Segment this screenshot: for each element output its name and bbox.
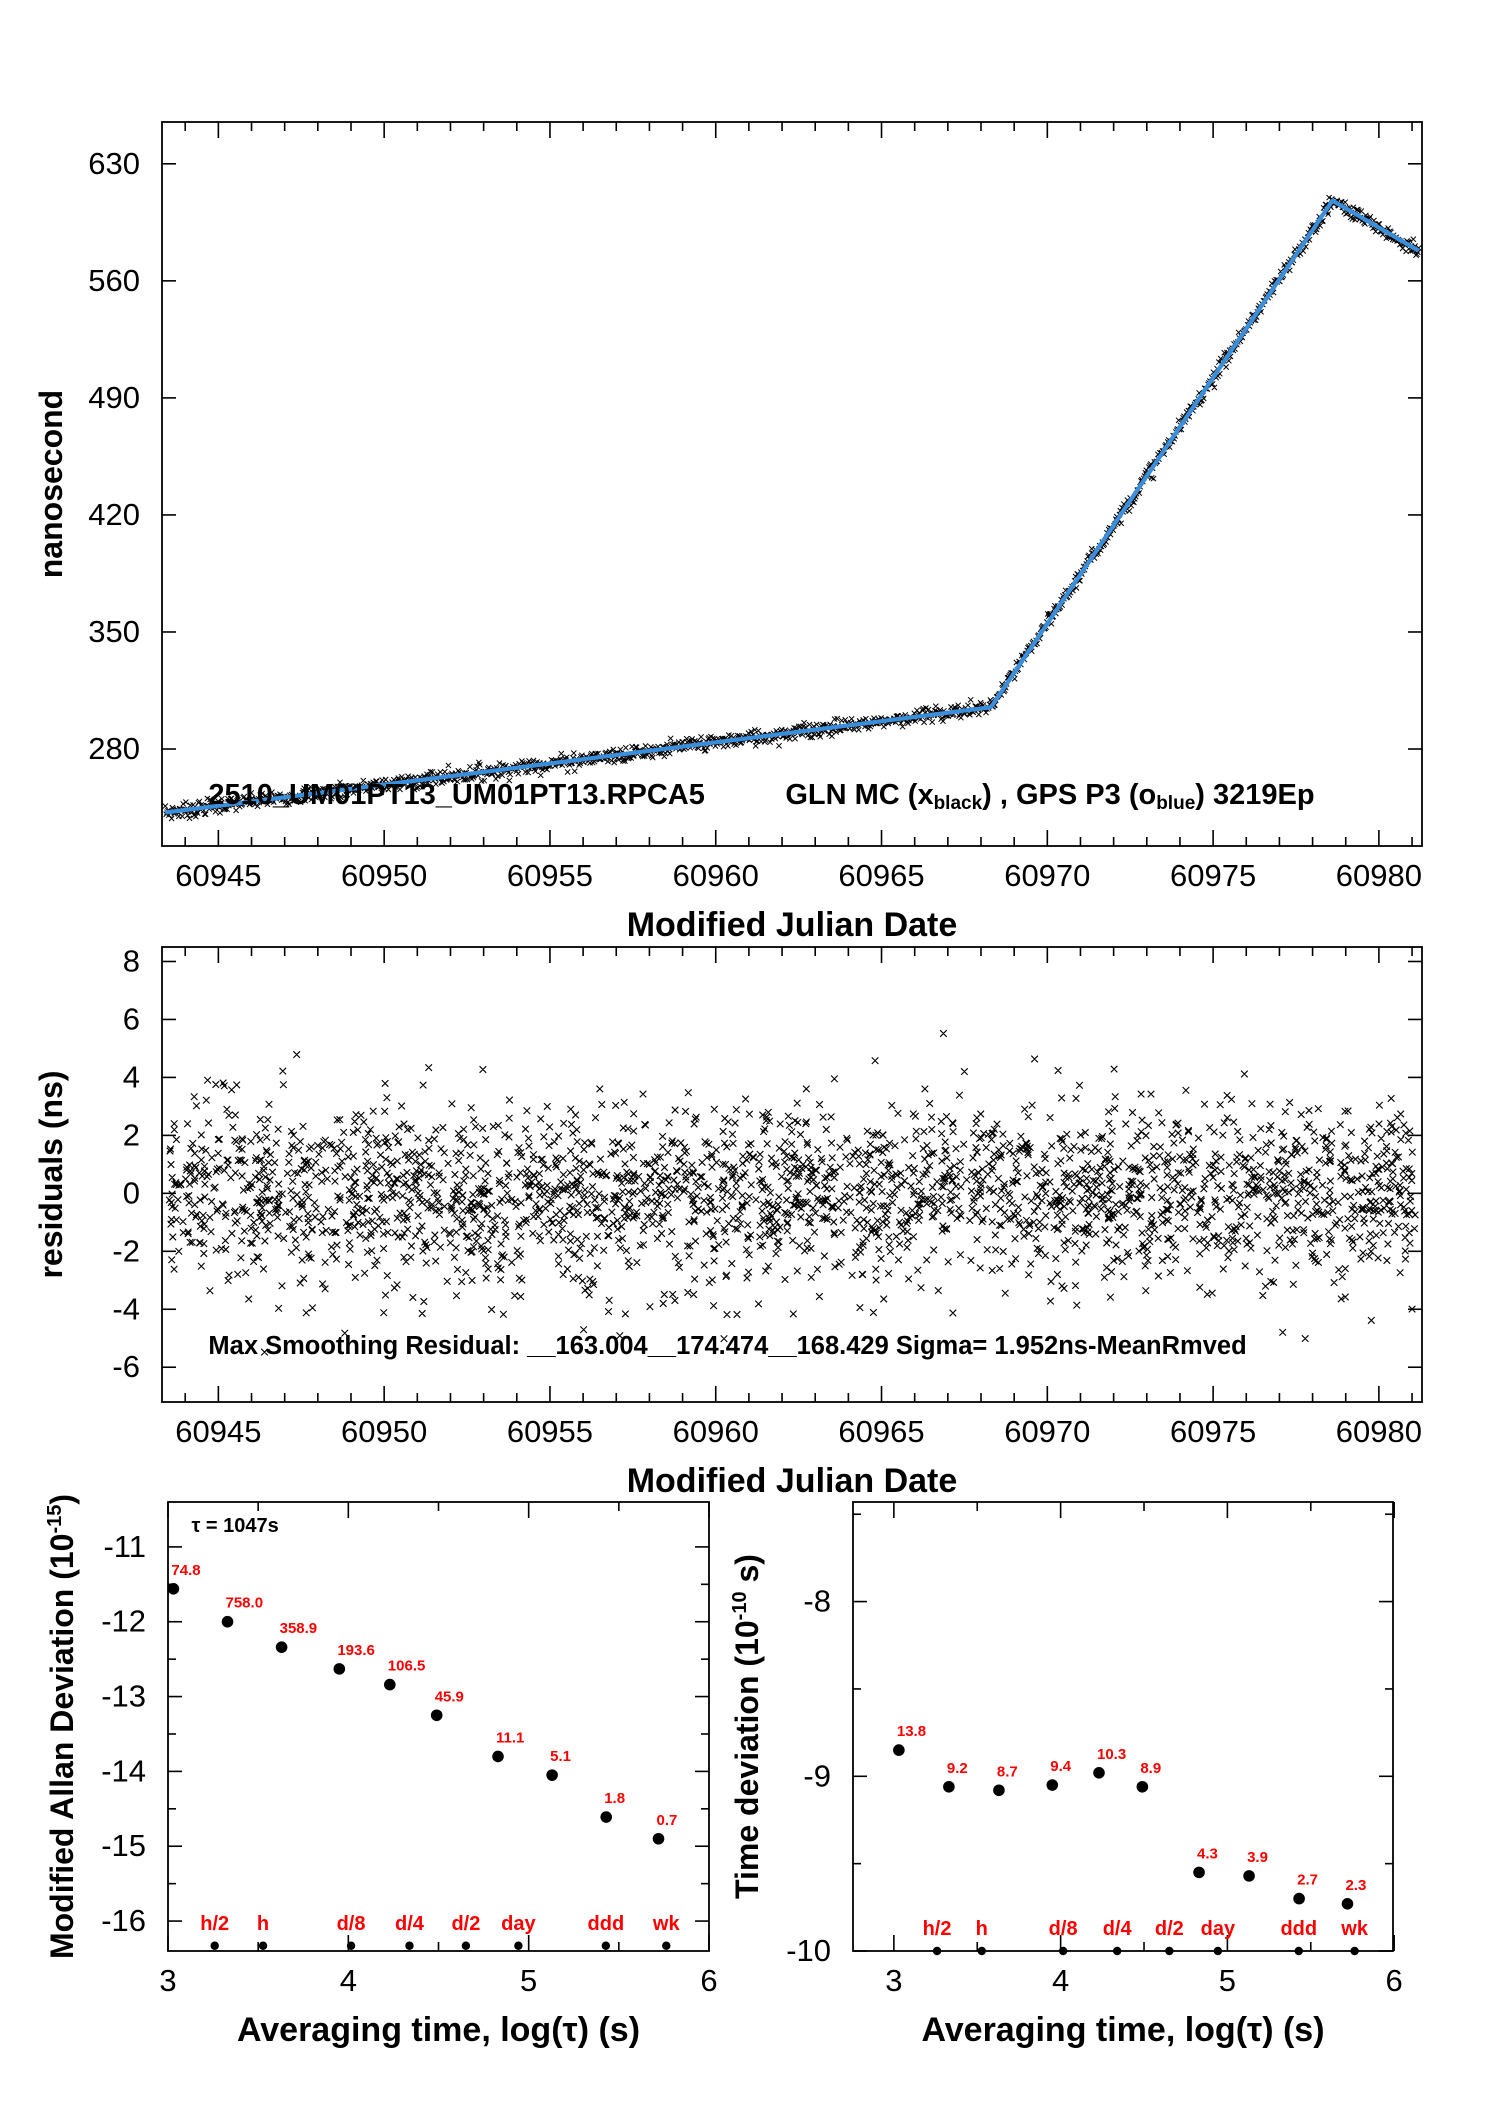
svg-text:60960: 60960 [673,1414,759,1449]
svg-text:-11: -11 [103,1529,146,1564]
svg-text:5.1: 5.1 [550,1748,571,1765]
svg-text:-8: -8 [803,1584,831,1619]
svg-text:8.9: 8.9 [1140,1760,1161,1777]
svg-text:45.9: 45.9 [435,1688,464,1705]
svg-text:4: 4 [123,1059,140,1094]
svg-text:GLN MC (xblack) , GPS P3 (obl: GLN MC (xblack) , GPS P3 (oblue) 3219Ep [785,779,1314,814]
svg-text:3.9: 3.9 [1247,1849,1268,1866]
svg-text:Modified Julian Date: Modified Julian Date [627,906,958,944]
svg-text:60975: 60975 [1170,1414,1256,1449]
svg-text:60945: 60945 [175,1414,261,1449]
svg-text:h/2: h/2 [200,1913,229,1935]
svg-text:9.2: 9.2 [947,1760,968,1777]
svg-text:h: h [976,1918,988,1940]
svg-text:d/2: d/2 [1155,1918,1184,1940]
svg-text:60950: 60950 [341,858,427,893]
svg-text:420: 420 [88,497,140,532]
svg-text:Modified Julian Date: Modified Julian Date [627,1462,958,1500]
svg-text:Max Smoothing Residual: __163: Max Smoothing Residual: __163.004__174.4… [208,1332,1246,1360]
svg-text:-2: -2 [112,1233,140,1268]
svg-text:758.0: 758.0 [226,1595,264,1612]
svg-text:3: 3 [159,1963,176,1998]
svg-text:Modified Allan Deviation (10-1: Modified Allan Deviation (10-15) [44,1494,80,1959]
svg-text:2.3: 2.3 [1345,1877,1366,1894]
svg-text:60950: 60950 [341,1414,427,1449]
svg-text:60960: 60960 [673,858,759,893]
svg-text:60970: 60970 [1004,1414,1090,1449]
svg-text:d/8: d/8 [1049,1918,1078,1940]
svg-text:h: h [257,1913,269,1935]
svg-text:560: 560 [88,263,140,298]
svg-text:490: 490 [88,380,140,415]
svg-text:630: 630 [88,146,140,181]
svg-text:0.7: 0.7 [657,1812,678,1829]
svg-text:-4: -4 [112,1291,140,1326]
svg-text:60975: 60975 [1170,858,1256,893]
svg-text:5: 5 [1219,1963,1236,1998]
svg-text:6: 6 [700,1963,717,1998]
svg-text:wk: wk [1340,1918,1369,1940]
svg-text:2510_UM01PT13_UM01PT13.RPCA5: 2510_UM01PT13_UM01PT13.RPCA5 [208,779,704,811]
svg-text:8.7: 8.7 [997,1763,1018,1780]
svg-text:10.3: 10.3 [1097,1746,1126,1763]
svg-text:-13: -13 [101,1679,146,1714]
svg-text:0: 0 [123,1175,140,1210]
svg-text:60955: 60955 [507,858,593,893]
svg-text:ddd: ddd [1280,1918,1317,1940]
svg-text:ddd: ddd [588,1913,625,1935]
svg-text:60965: 60965 [838,1414,924,1449]
svg-text:2: 2 [123,1117,140,1152]
svg-text:day: day [501,1913,536,1935]
svg-text:74.8: 74.8 [171,1562,200,1579]
svg-text:-10: -10 [786,1933,831,1968]
svg-text:d/4: d/4 [395,1913,425,1935]
svg-text:d/4: d/4 [1103,1918,1133,1940]
svg-text:τ = 1047s: τ = 1047s [191,1515,278,1537]
svg-text:4: 4 [1052,1963,1069,1998]
svg-text:11.1: 11.1 [496,1729,524,1746]
svg-text:358.9: 358.9 [280,1620,318,1637]
svg-text:3: 3 [885,1963,902,1998]
svg-text:residuals (ns): residuals (ns) [33,1070,69,1278]
svg-text:2.7: 2.7 [1297,1872,1318,1889]
svg-text:4.3: 4.3 [1197,1845,1218,1862]
svg-text:Averaging time, log(τ) (s): Averaging time, log(τ) (s) [921,2011,1324,2049]
svg-text:60955: 60955 [507,1414,593,1449]
svg-text:60970: 60970 [1004,858,1090,893]
svg-text:-16: -16 [101,1903,146,1938]
svg-text:-6: -6 [112,1349,140,1384]
svg-text:193.6: 193.6 [337,1642,375,1659]
svg-text:60980: 60980 [1336,1414,1422,1449]
svg-text:-12: -12 [101,1604,146,1639]
svg-text:280: 280 [88,731,140,766]
svg-text:nanosecond: nanosecond [33,390,69,578]
svg-text:-14: -14 [101,1753,146,1788]
svg-text:6: 6 [123,1001,140,1036]
svg-text:60980: 60980 [1336,858,1422,893]
svg-text:106.5: 106.5 [388,1658,426,1675]
svg-text:9.4: 9.4 [1050,1758,1072,1775]
svg-text:1.8: 1.8 [604,1790,625,1807]
svg-text:60945: 60945 [175,858,261,893]
svg-text:wk: wk [652,1913,681,1935]
svg-text:350: 350 [88,614,140,649]
svg-text:h/2: h/2 [923,1918,952,1940]
svg-text:4: 4 [340,1963,357,1998]
svg-text:-9: -9 [803,1758,831,1793]
svg-text:60965: 60965 [838,858,924,893]
svg-text:5: 5 [520,1963,537,1998]
svg-text:13.8: 13.8 [897,1723,926,1740]
svg-text:d/8: d/8 [337,1913,366,1935]
svg-text:Averaging time, log(τ) (s): Averaging time, log(τ) (s) [237,2011,640,2049]
svg-text:day: day [1201,1918,1236,1940]
svg-text:-15: -15 [101,1828,146,1863]
svg-text:d/2: d/2 [451,1913,480,1935]
svg-text:6: 6 [1386,1963,1403,1998]
svg-text:8: 8 [123,943,140,978]
